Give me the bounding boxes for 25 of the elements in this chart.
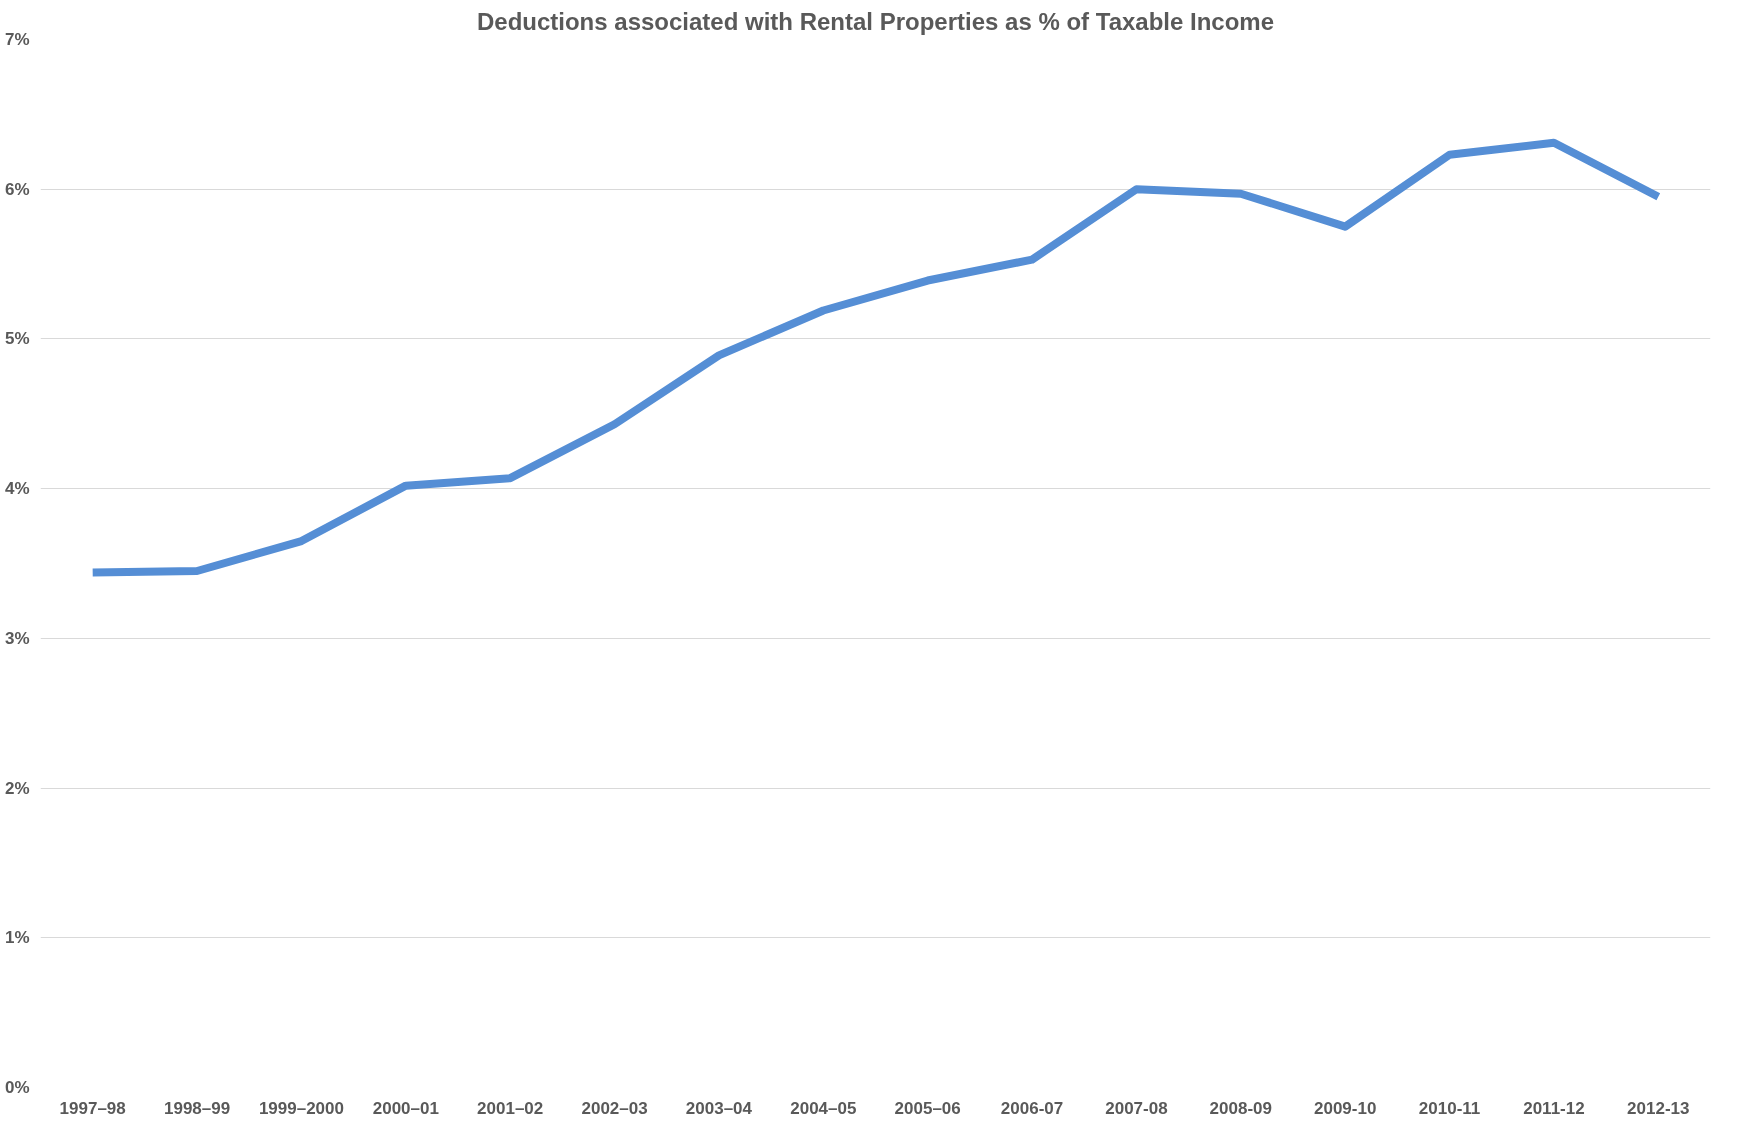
- y-tick-label: 2%: [4, 778, 30, 798]
- y-tick-label: 3%: [4, 628, 30, 648]
- y-tick-label: 5%: [4, 329, 30, 349]
- x-tick-label: 2005–06: [894, 1098, 961, 1118]
- x-tick-label: 2012-13: [1627, 1098, 1690, 1118]
- x-tick-label: 2010-11: [1418, 1098, 1481, 1118]
- x-tick-label: 1997–98: [59, 1098, 126, 1118]
- x-tick-label: 1999–2000: [258, 1098, 344, 1118]
- x-tick-label: 2006-07: [1000, 1098, 1064, 1118]
- x-tick-label: 2004–05: [790, 1098, 857, 1118]
- y-tick-label: 6%: [4, 179, 30, 199]
- x-tick-label: 2008-09: [1209, 1098, 1273, 1118]
- x-tick-label: 2007-08: [1105, 1098, 1168, 1118]
- y-tick-label: 0%: [4, 1078, 30, 1097]
- y-tick-label: 7%: [4, 30, 30, 49]
- y-tick-label: 4%: [4, 479, 30, 499]
- x-tick-label: 2001–02: [477, 1098, 544, 1118]
- y-tick-label: 1%: [4, 928, 30, 948]
- x-tick-label: 2009-10: [1313, 1098, 1377, 1118]
- x-tick-label: 2003–04: [685, 1098, 753, 1118]
- chart-title: Deductions associated with Rental Properties as % of Taxable Income: [476, 7, 1275, 35]
- x-tick-label: 2002–03: [581, 1098, 648, 1118]
- x-tick-label: 2011-12: [1523, 1098, 1585, 1118]
- x-tick-label: 2000–01: [372, 1098, 439, 1118]
- x-tick-label: 1998–99: [163, 1098, 231, 1118]
